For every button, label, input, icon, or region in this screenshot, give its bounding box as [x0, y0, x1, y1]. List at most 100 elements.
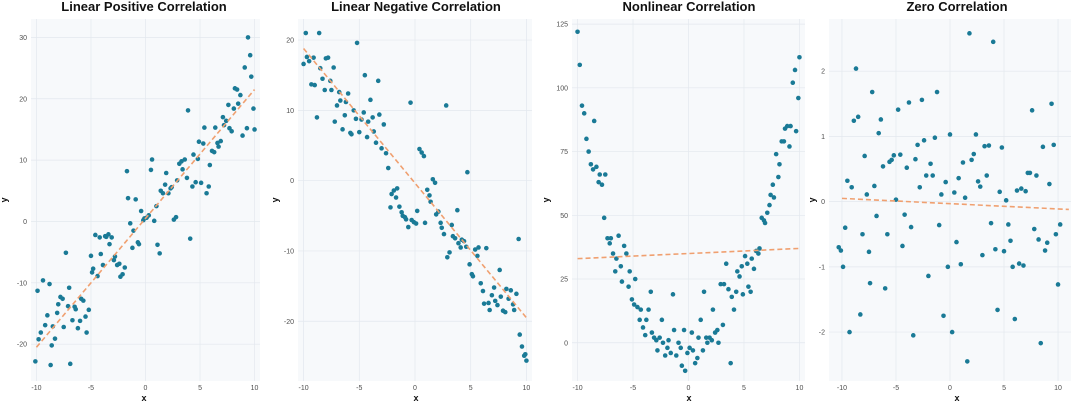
data-point [698, 317, 704, 323]
data-point [375, 78, 381, 84]
data-point [1051, 142, 1057, 148]
data-point [997, 189, 1002, 195]
data-point [939, 192, 944, 197]
data-point [728, 360, 733, 366]
x-tick-label: 10 [523, 385, 531, 392]
chart-panel-1: -10 -5 0 5 10 -20 -10 0 10 20 30 Linear Positive Co… [0, 0, 260, 403]
data-point [514, 291, 519, 297]
data-point [666, 337, 671, 343]
data-point [845, 178, 850, 184]
data-point [84, 330, 89, 335]
data-point [735, 269, 740, 274]
data-point [312, 82, 318, 88]
data-point [746, 284, 751, 289]
data-point [229, 128, 234, 134]
x-tick-label: 0 [144, 385, 148, 392]
data-point [472, 247, 478, 252]
data-point [421, 153, 427, 159]
data-point [967, 31, 972, 36]
data-point [681, 327, 687, 333]
data-point [662, 353, 668, 358]
data-point [206, 184, 212, 189]
data-point [155, 242, 160, 248]
data-point [690, 348, 696, 353]
data-point [945, 264, 951, 270]
data-point [913, 156, 918, 162]
y-tick-label: -2 [819, 330, 825, 337]
data-point [990, 39, 996, 45]
data-point [48, 362, 53, 368]
data-point [75, 325, 81, 331]
data-point [610, 251, 616, 256]
data-point [138, 208, 144, 214]
data-point [1038, 340, 1044, 346]
data-point [511, 307, 517, 313]
data-point [88, 253, 94, 259]
data-point [986, 143, 992, 148]
data-point [895, 107, 901, 112]
data-point [591, 118, 597, 124]
chart-title: Linear Negative Correlation [331, 0, 501, 14]
data-point [716, 340, 721, 346]
data-point [584, 136, 589, 142]
data-point [484, 245, 489, 251]
data-point [325, 55, 331, 60]
data-point [777, 162, 782, 167]
data-point [322, 87, 328, 93]
data-point [424, 187, 430, 193]
data-point [993, 246, 998, 252]
data-point [173, 214, 179, 220]
data-point [999, 145, 1005, 150]
data-point [432, 180, 438, 186]
data-point [1044, 240, 1050, 246]
data-point [306, 58, 312, 64]
x-tick-label: 10 [796, 385, 804, 392]
data-point [586, 149, 591, 154]
data-point [368, 97, 373, 103]
data-point [354, 40, 360, 46]
x-tick-label: -5 [893, 385, 899, 392]
data-point [921, 138, 927, 143]
data-point [926, 273, 931, 279]
data-point [67, 361, 73, 367]
x-tick-label: 5 [1002, 385, 1006, 392]
y-tick-label: 20 [286, 38, 294, 45]
data-point [162, 182, 168, 187]
x-tick-label: -10 [572, 385, 582, 392]
data-point [1001, 248, 1007, 254]
data-point [696, 335, 701, 340]
data-point [930, 173, 936, 178]
data-point [781, 139, 787, 144]
y-tick-label: 2 [821, 69, 825, 76]
data-point [932, 135, 938, 141]
data-point [581, 111, 587, 116]
data-point [1014, 188, 1020, 193]
data-point [975, 179, 981, 184]
data-point [373, 140, 379, 146]
data-point [579, 103, 585, 108]
data-point [35, 288, 40, 294]
data-point [947, 132, 953, 137]
data-point [710, 307, 716, 312]
data-point [842, 225, 848, 231]
data-point [304, 54, 310, 60]
data-point [866, 249, 872, 255]
data-point [133, 197, 138, 202]
data-point [577, 62, 583, 68]
data-point [654, 337, 659, 343]
data-point [207, 162, 213, 168]
data-point [718, 281, 723, 287]
data-point [862, 153, 867, 159]
data-point [575, 29, 580, 35]
data-point [840, 264, 846, 270]
data-point [723, 261, 729, 267]
data-point [638, 307, 644, 312]
y-tick-label: 0 [821, 199, 825, 206]
x-axis-label: x [141, 393, 146, 403]
data-point [701, 289, 707, 295]
y-tick-label: 10 [286, 108, 294, 115]
data-point [678, 345, 684, 351]
data-point [851, 118, 857, 124]
x-tick-label: 5 [198, 385, 202, 392]
data-point [231, 106, 237, 111]
